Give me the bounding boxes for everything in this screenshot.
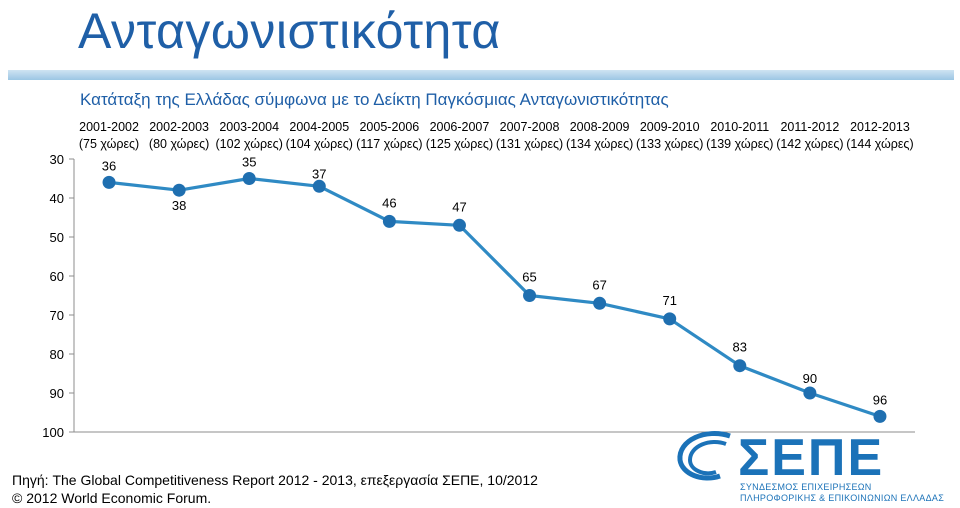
series-line-path — [108, 176, 881, 418]
y-tick-label: 90 — [50, 386, 64, 401]
y-tick-label: 60 — [50, 269, 64, 284]
x-category-label: 2010-2011 — [710, 120, 769, 134]
data-label: 83 — [733, 340, 747, 355]
y-tick-label: 30 — [50, 152, 64, 167]
y-tick-label: 80 — [50, 347, 64, 362]
data-point — [803, 386, 817, 400]
x-category-note: (80 χώρες) — [149, 137, 209, 151]
y-tick-label: 100 — [42, 425, 64, 440]
x-category-label: 2003-2004 — [219, 120, 279, 134]
x-category-note: (144 χώρες) — [846, 137, 913, 151]
y-tick-label: 70 — [50, 308, 64, 323]
data-point — [312, 179, 326, 193]
x-category-note: (104 χώρες) — [286, 137, 353, 151]
x-category-label: 2004-2005 — [289, 120, 349, 134]
x-category-label: 2008-2009 — [570, 120, 630, 134]
copyright-note: © 2012 World Economic Forum. — [12, 490, 212, 506]
data-label: 37 — [312, 166, 326, 181]
data-point — [523, 289, 537, 302]
data-label: 96 — [873, 392, 887, 407]
x-category-label: 2011-2012 — [780, 120, 839, 134]
logo-wordmark: ΣΕΠΕ — [738, 429, 885, 487]
title-divider — [8, 70, 954, 80]
data-label: 71 — [662, 293, 676, 308]
data-labels: 36 38 35 37 46 47 65 67 71 83 90 96 — [102, 155, 887, 408]
data-label: 38 — [172, 198, 186, 213]
data-point — [873, 409, 887, 423]
data-point — [733, 359, 747, 373]
data-points — [102, 172, 887, 423]
x-category-label: 2012-2013 — [850, 120, 910, 134]
y-tick-label: 40 — [50, 191, 64, 206]
data-point — [593, 296, 607, 310]
x-category-note: (142 χώρες) — [776, 137, 843, 151]
x-category-note: (75 χώρες) — [79, 137, 139, 151]
data-point — [242, 172, 256, 185]
x-category-label: 2007-2008 — [500, 120, 560, 134]
y-tick-label: 50 — [50, 230, 64, 245]
data-label: 35 — [242, 155, 256, 170]
x-category-label: 2002-2003 — [149, 120, 209, 134]
data-label: 65 — [522, 270, 536, 285]
y-tick-labels: 30 40 50 60 70 80 90 100 — [42, 152, 64, 440]
x-category-label: 2005-2006 — [359, 120, 419, 134]
x-category-note: (131 χώρες) — [496, 137, 563, 151]
x-category-note: (125 χώρες) — [426, 137, 493, 151]
data-label: 47 — [452, 199, 466, 214]
source-note: Πηγή: The Global Competitiveness Report … — [12, 472, 538, 488]
x-category-note: (133 χώρες) — [636, 137, 703, 151]
x-category-note: (139 χώρες) — [706, 137, 773, 151]
x-category-note: (134 χώρες) — [566, 137, 633, 151]
x-category-label: 2009-2010 — [640, 120, 700, 134]
logo-subtitle-line2: ΠΛΗΡΟΦΟΡΙΚΗΣ & ΕΠΙΚΟΙΝΩΝΙΩΝ ΕΛΛΑΔΑΣ — [740, 493, 945, 503]
data-label: 46 — [382, 195, 396, 210]
data-point — [663, 312, 677, 326]
chart-subtitle: Κατάταξη της Ελλάδας σύμφωνα με το Δείκτ… — [80, 90, 669, 109]
sepe-logo-swirl-icon — [677, 431, 731, 481]
data-point — [382, 214, 396, 228]
x-category-labels: 2001-2002 (75 χώρες) 2002-2003 (80 χώρες) 20… — [79, 120, 914, 151]
x-category-label: 2001-2002 — [79, 120, 139, 134]
sepe-logo: ΣΕΠΕ ΣΥΝΔΕΣΜΟΣ ΕΠΙΧΕΙΡΗΣΕΩΝ ΠΛΗΡΟΦΟΡΙΚΗΣ… — [676, 428, 952, 506]
data-point — [172, 183, 186, 197]
x-category-label: 2006-2007 — [430, 120, 490, 134]
chart-axes — [69, 158, 915, 433]
page-title: Ανταγωνιστικότητα — [78, 3, 501, 59]
data-label: 90 — [803, 371, 817, 386]
x-category-note: (117 χώρες) — [356, 137, 422, 151]
series-line — [108, 176, 881, 418]
x-category-note: (102 χώρες) — [216, 137, 283, 151]
data-label: 36 — [102, 158, 116, 173]
data-point — [452, 218, 466, 232]
data-point — [102, 175, 116, 189]
logo-subtitle-line1: ΣΥΝΔΕΣΜΟΣ ΕΠΙΧΕΙΡΗΣΕΩΝ — [740, 482, 872, 492]
data-label: 67 — [592, 277, 606, 292]
